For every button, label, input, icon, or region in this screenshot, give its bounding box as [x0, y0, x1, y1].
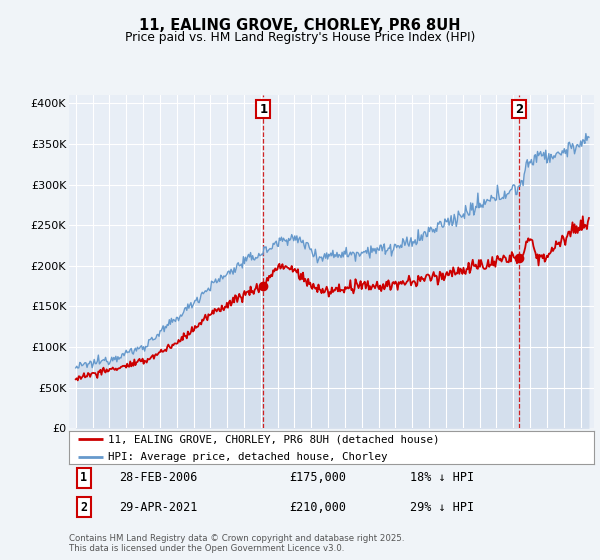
- Text: 18% ↓ HPI: 18% ↓ HPI: [410, 471, 475, 484]
- Text: 1: 1: [259, 102, 268, 115]
- Text: 29% ↓ HPI: 29% ↓ HPI: [410, 501, 475, 514]
- Text: £210,000: £210,000: [290, 501, 347, 514]
- Text: 2: 2: [80, 501, 87, 514]
- Text: 2: 2: [515, 102, 523, 115]
- Text: 1: 1: [80, 471, 87, 484]
- Text: £175,000: £175,000: [290, 471, 347, 484]
- Text: 11, EALING GROVE, CHORLEY, PR6 8UH (detached house): 11, EALING GROVE, CHORLEY, PR6 8UH (deta…: [109, 435, 440, 444]
- Text: HPI: Average price, detached house, Chorley: HPI: Average price, detached house, Chor…: [109, 451, 388, 461]
- Text: 28-FEB-2006: 28-FEB-2006: [119, 471, 197, 484]
- Text: 29-APR-2021: 29-APR-2021: [119, 501, 197, 514]
- Text: Contains HM Land Registry data © Crown copyright and database right 2025.
This d: Contains HM Land Registry data © Crown c…: [69, 534, 404, 553]
- Text: 11, EALING GROVE, CHORLEY, PR6 8UH: 11, EALING GROVE, CHORLEY, PR6 8UH: [139, 18, 461, 33]
- Text: Price paid vs. HM Land Registry's House Price Index (HPI): Price paid vs. HM Land Registry's House …: [125, 31, 475, 44]
